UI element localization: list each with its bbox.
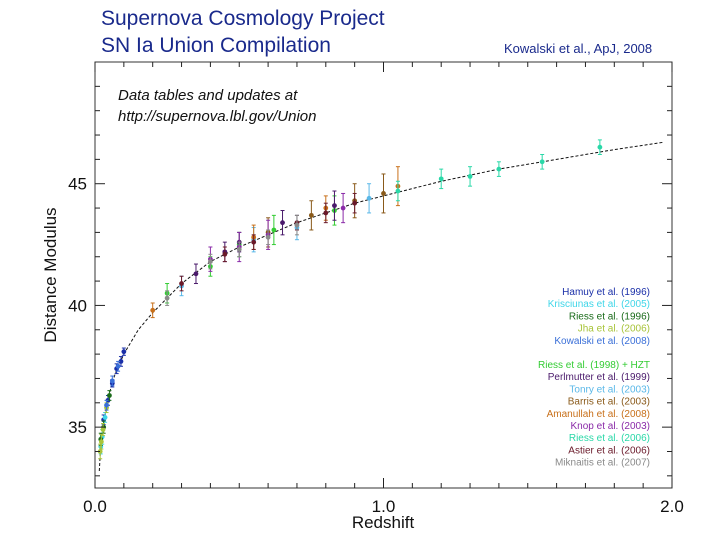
- legend-entry: Riess et al. (1996): [569, 311, 650, 322]
- legend-entry: Perlmutter et al. (1999): [548, 372, 650, 383]
- legend-entry: Riess et al. (1998) + HZT: [538, 360, 650, 371]
- data-point: [496, 161, 502, 177]
- point-marker: [150, 307, 156, 313]
- point-marker: [340, 205, 346, 211]
- y-axis-label: Distance Modulus: [41, 207, 60, 342]
- data-point: [107, 390, 112, 401]
- data-point: [395, 180, 401, 202]
- data-tables-note: Data tables and updates at: [118, 87, 298, 104]
- point-marker: [115, 363, 121, 369]
- data-point: [208, 253, 213, 270]
- data-point: [265, 229, 271, 246]
- data-point: [109, 375, 115, 387]
- data-point: [366, 183, 372, 214]
- point-marker: [280, 220, 285, 226]
- x-tick-label: 2.0: [660, 497, 684, 516]
- legend-entry: Astier et al. (2006): [568, 445, 650, 456]
- point-marker: [98, 439, 104, 445]
- legend-entry: Krisciunas et al. (2005): [548, 299, 650, 310]
- point-marker: [193, 271, 199, 277]
- point-marker: [179, 281, 184, 286]
- point-marker: [352, 200, 358, 206]
- data-point: [467, 166, 473, 187]
- legend-entry: Miknaitis et al. (2007): [555, 458, 650, 469]
- point-marker: [294, 222, 300, 228]
- data-point: [98, 433, 104, 450]
- data-point: [222, 246, 228, 263]
- y-tick-label: 45: [68, 175, 87, 194]
- point-marker: [118, 359, 124, 364]
- data-point: [294, 214, 300, 236]
- legend-entry: Hamuy et al. (1996): [562, 287, 650, 298]
- data-point: [164, 290, 170, 306]
- point-marker: [97, 449, 103, 454]
- point-marker: [332, 203, 337, 209]
- point-marker: [271, 227, 277, 233]
- data-point: [104, 399, 109, 411]
- legend-entry: Amanullah et al. (2008): [547, 409, 650, 420]
- point-marker: [308, 212, 314, 218]
- x-tick-label: 1.0: [372, 497, 396, 516]
- data-point: [340, 192, 346, 224]
- data-point: [100, 422, 106, 437]
- point-marker: [381, 191, 386, 196]
- x-tick-label: 0.0: [83, 497, 107, 516]
- data-point: [150, 302, 156, 319]
- legend-entry: Jha et al. (2006): [578, 324, 650, 335]
- x-axis-label: Redshift: [352, 513, 415, 532]
- point-marker: [102, 415, 108, 420]
- y-tick-label: 35: [68, 418, 87, 437]
- y-tick-label: 40: [68, 296, 87, 315]
- data-point: [352, 192, 358, 214]
- data-point: [323, 202, 329, 224]
- data-point: [179, 275, 184, 292]
- point-marker: [251, 239, 257, 245]
- legend-entry: Knop et al. (2003): [571, 421, 651, 432]
- point-marker: [395, 188, 401, 194]
- point-marker: [438, 176, 444, 182]
- point-marker: [597, 144, 603, 150]
- data-point: [121, 347, 127, 356]
- point-marker: [107, 393, 112, 398]
- point-marker: [100, 427, 106, 432]
- point-marker: [121, 349, 127, 355]
- data-point: [115, 360, 121, 372]
- data-point: [597, 139, 603, 156]
- data-tables-url: http://supernova.lbl.gov/Union: [118, 108, 317, 125]
- legend-entry: Kowalski et al. (2008): [554, 336, 650, 347]
- point-marker: [208, 259, 213, 265]
- data-point: [332, 190, 337, 221]
- point-marker: [265, 234, 271, 240]
- point-marker: [366, 195, 372, 201]
- legend-entry: Tonry et al. (2003): [569, 384, 650, 395]
- data-point: [251, 234, 257, 250]
- data-point: [280, 209, 285, 236]
- point-marker: [496, 166, 502, 172]
- point-marker: [236, 247, 242, 252]
- citation: Kowalski et al., ApJ, 2008: [504, 41, 653, 56]
- point-marker: [323, 210, 329, 216]
- data-point: [381, 173, 386, 214]
- data-point: [308, 200, 314, 231]
- data-point: [539, 154, 545, 170]
- point-marker: [539, 159, 545, 165]
- data-point: [438, 168, 444, 190]
- point-marker: [467, 174, 473, 179]
- legend-entry: Barris et al. (2003): [568, 397, 650, 408]
- legend-entry: Riess et al. (2006): [569, 433, 650, 444]
- data-point: [271, 214, 277, 246]
- point-marker: [104, 402, 109, 408]
- point-marker: [222, 251, 228, 257]
- point-marker: [164, 295, 170, 301]
- point-marker: [109, 378, 115, 384]
- title-line-2: SN Ia Union Compilation: [101, 34, 331, 57]
- title-line-1: Supernova Cosmology Project: [101, 7, 385, 30]
- data-point: [236, 241, 242, 258]
- data-point: [193, 263, 199, 285]
- data-point: [118, 356, 124, 367]
